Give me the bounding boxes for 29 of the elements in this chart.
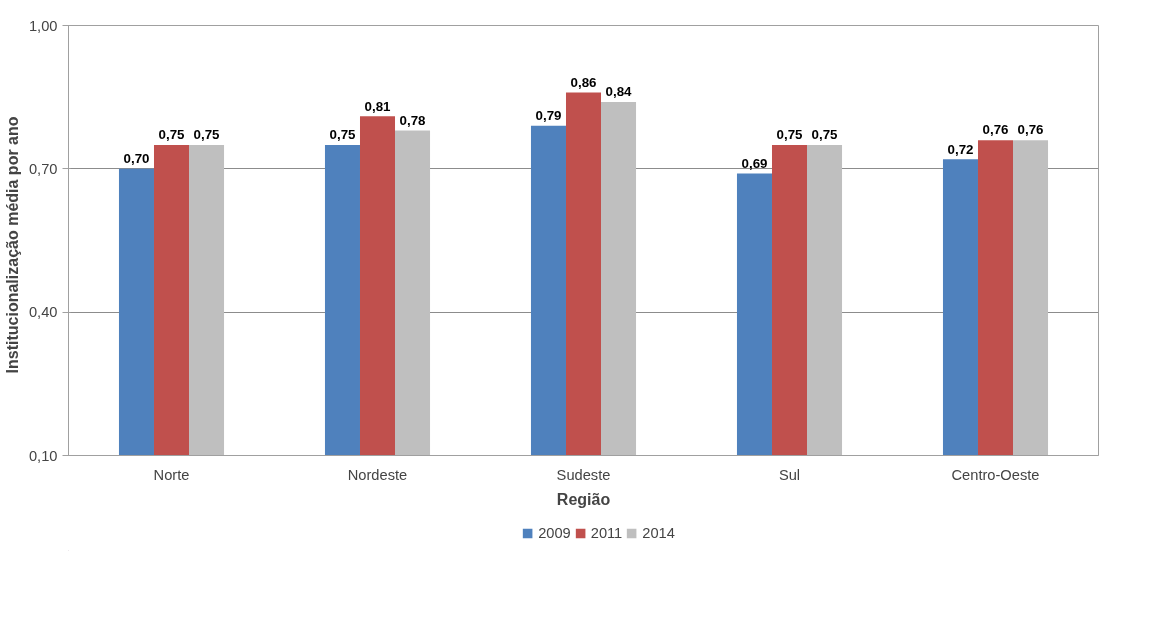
- data-label: 0,70: [123, 151, 150, 167]
- legend-label: 2011: [590, 524, 623, 541]
- x-axis-title: Região: [556, 490, 611, 508]
- y-tick-label: 0,70: [28, 160, 58, 177]
- legend-label: 2014: [642, 524, 675, 541]
- data-label: 0,75: [776, 127, 804, 143]
- y-tick-label: 0,40: [28, 304, 58, 321]
- data-label: 0,69: [741, 155, 768, 171]
- data-label: 0,79: [535, 108, 562, 124]
- data-label: 0,75: [811, 127, 839, 143]
- data-label: 0,75: [158, 127, 186, 143]
- data-label: 0,76: [982, 122, 1009, 138]
- x-tick-label: Nordeste: [347, 466, 408, 483]
- data-label: 0,78: [399, 112, 426, 128]
- data-label: 0,72: [947, 141, 974, 157]
- x-tick-label: Sudeste: [556, 466, 611, 483]
- data-label: 0,81: [364, 98, 392, 114]
- data-label: 0,86: [570, 74, 597, 90]
- x-tick-label: Sul: [778, 466, 801, 483]
- y-tick-label: 0,10: [28, 447, 58, 464]
- x-tick-label: Centro-Oeste: [951, 466, 1040, 483]
- y-axis-title: Institucionalização média por ano: [3, 116, 21, 374]
- data-label: 0,84: [605, 84, 633, 100]
- legend-label: 2009: [538, 524, 571, 541]
- data-label: 0,75: [193, 127, 221, 143]
- y-tick-label: 1,00: [28, 17, 58, 34]
- data-label: 0,75: [329, 127, 357, 143]
- data-label: 0,76: [1017, 122, 1044, 138]
- x-tick-label: Norte: [153, 466, 190, 483]
